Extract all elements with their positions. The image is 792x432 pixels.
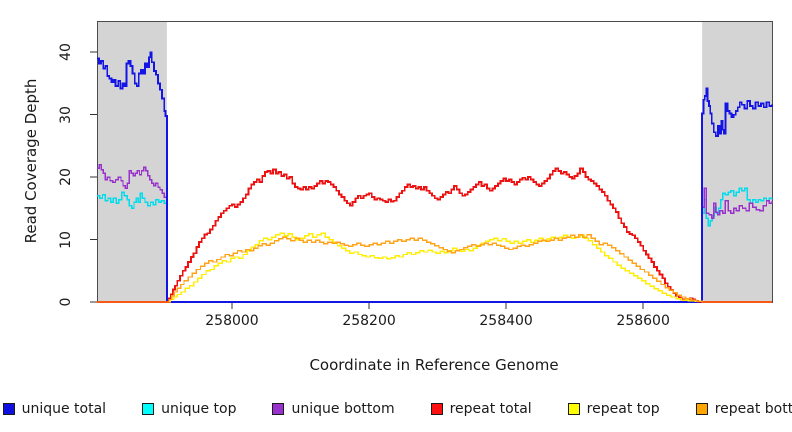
series-repeat-bottom (97, 233, 772, 303)
legend-item-unique-top: unique top (142, 401, 236, 417)
legend-swatch-unique-top (142, 403, 155, 415)
legend-item-repeat-total: repeat total (430, 401, 532, 417)
right-masked-region (702, 21, 772, 302)
legend-label-repeat-total: repeat total (449, 401, 532, 417)
legend-label-unique-total: unique total (21, 401, 107, 417)
x-tick-label: 258600 (616, 313, 670, 329)
series-repeat-top (97, 232, 772, 303)
left-masked-region (97, 21, 167, 302)
series-unique-bottom (97, 163, 773, 303)
y-tick-label: 30 (58, 105, 74, 124)
legend-item-unique-total: unique total (2, 401, 107, 417)
legend-item-unique-bottom: unique bottom (272, 401, 395, 417)
legend-swatch-unique-bottom (272, 403, 285, 415)
legend-swatch-repeat-total (430, 403, 443, 415)
series-unique-total (97, 51, 773, 303)
y-axis-label: Read Coverage Depth (22, 78, 40, 244)
x-axis-label: Coordinate in Reference Genome (309, 356, 559, 374)
legend-swatch-repeat-bottom (695, 403, 708, 415)
legend-label-unique-top: unique top (161, 401, 237, 417)
y-tick-label: 0 (58, 297, 74, 307)
legend-swatch-repeat-top (567, 403, 580, 415)
legend-item-repeat-top: repeat top (567, 401, 660, 417)
y-tick-label: 10 (58, 230, 74, 249)
legend-swatch-unique-total (2, 403, 15, 415)
legend-item-repeat-bottom: repeat bottom (695, 401, 792, 417)
series-repeat-total (97, 167, 772, 303)
legend-label-repeat-top: repeat top (586, 401, 660, 417)
x-tick-label: 258200 (342, 313, 396, 329)
y-tick-label: 20 (58, 168, 74, 187)
x-tick-label: 258400 (479, 313, 533, 329)
x-tick-label: 258000 (205, 313, 259, 329)
legend-label-unique-bottom: unique bottom (291, 401, 395, 417)
legend: unique total unique top unique bottom re… (0, 401, 792, 417)
plot-box (97, 21, 773, 303)
y-tick-label: 40 (58, 43, 74, 62)
legend-label-repeat-bottom: repeat bottom (714, 401, 792, 417)
